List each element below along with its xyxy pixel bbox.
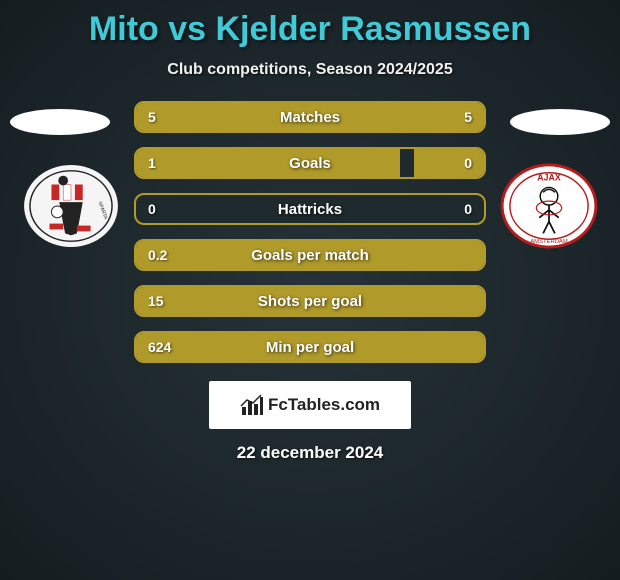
ajax-logo-icon: AJAX AMSTERDAM: [500, 163, 598, 249]
team-logo-left: SPARTA: [22, 163, 120, 249]
branding-box[interactable]: FcTables.com: [209, 381, 411, 429]
stat-row-matches: 5 Matches 5: [134, 101, 486, 133]
stat-label: Hattricks: [136, 201, 484, 218]
stat-value-right: 5: [464, 109, 472, 125]
stat-label: Matches: [136, 109, 484, 126]
subtitle: Club competitions, Season 2024/2025: [0, 61, 620, 79]
stat-row-hattricks: 0 Hattricks 0: [134, 193, 486, 225]
svg-text:AJAX: AJAX: [537, 173, 561, 183]
stat-label: Goals per match: [136, 247, 484, 264]
player-marker-left: [10, 109, 110, 135]
stats-bars: 5 Matches 5 1 Goals 0 0 Hattricks 0 0.2 …: [134, 101, 486, 363]
player-marker-right: [510, 109, 610, 135]
bar-chart-icon: [240, 393, 264, 417]
sparta-logo-icon: SPARTA: [22, 163, 120, 249]
stat-value-right: 0: [464, 201, 472, 217]
stat-row-min-per-goal: 624 Min per goal: [134, 331, 486, 363]
date-text: 22 december 2024: [0, 443, 620, 463]
team-logo-right: AJAX AMSTERDAM: [500, 163, 598, 249]
stat-row-goals-per-match: 0.2 Goals per match: [134, 239, 486, 271]
stat-label: Goals: [136, 155, 484, 172]
page-title: Mito vs Kjelder Rasmussen: [0, 0, 620, 49]
stat-row-goals: 1 Goals 0: [134, 147, 486, 179]
branding-text: FcTables.com: [268, 395, 380, 415]
stat-value-right: 0: [464, 155, 472, 171]
svg-text:AMSTERDAM: AMSTERDAM: [530, 239, 568, 245]
comparison-area: SPARTA AJAX AMSTERDAM 5 Matches 5 1: [0, 101, 620, 463]
stat-row-shots-per-goal: 15 Shots per goal: [134, 285, 486, 317]
stat-label: Shots per goal: [136, 293, 484, 310]
stat-label: Min per goal: [136, 339, 484, 356]
